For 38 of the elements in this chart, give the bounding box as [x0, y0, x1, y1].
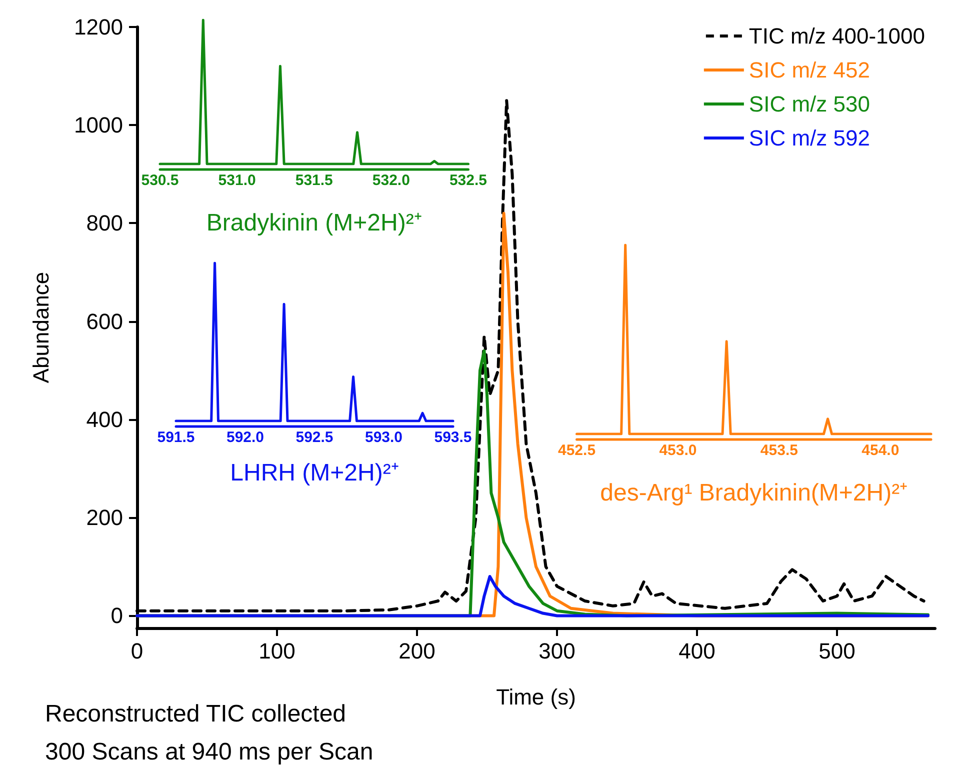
- x-axis-title: LHRH (M+2H)²⁺: [230, 460, 399, 486]
- x-axis-title: des-Arg¹ Bradykinin(M+2H)²⁺: [600, 480, 908, 506]
- legend-label: SIC m/z 592: [748, 126, 870, 150]
- x-tick-label: 593.0: [364, 429, 403, 446]
- text: 300 Scans at 940 ms per Scan: [45, 738, 374, 766]
- x-tick-label: 100: [258, 638, 296, 664]
- legend-label: TIC m/z 400-1000: [748, 24, 926, 48]
- x-tick-label: 531.5: [295, 172, 333, 189]
- x-tick-label: 453.0: [659, 442, 697, 459]
- y-axis-title: Abundance: [28, 272, 54, 384]
- x-tick-label: 593.5: [434, 429, 472, 446]
- x-tick-label: 400: [678, 638, 716, 664]
- x-tick-label: 500: [818, 638, 856, 664]
- x-tick-label: 300: [538, 638, 576, 664]
- line-series: [136, 574, 930, 618]
- x-tick-label: 0: [130, 638, 144, 664]
- x-tick-label: 532.0: [372, 172, 410, 189]
- x-tick-label: 591.5: [157, 429, 195, 446]
- y-tick-label: 800: [86, 210, 123, 236]
- x-axis-title: Time (s): [496, 684, 576, 710]
- x-tick-label: 532.5: [449, 172, 488, 189]
- x-tick-label: 453.5: [760, 442, 798, 459]
- y-tick-label: 0: [110, 603, 123, 628]
- x-tick-label: 452.5: [558, 442, 596, 459]
- x-axis-title: Bradykinin (M+2H)²⁺: [206, 210, 422, 236]
- x-tick-label: 200: [398, 638, 436, 664]
- x-tick-label: 531.0: [218, 172, 256, 189]
- legend-label: SIC m/z 452: [748, 58, 870, 82]
- text: Reconstructed TIC collected: [45, 700, 346, 728]
- x-tick-label: 592.0: [226, 429, 264, 446]
- x-tick-label: 592.5: [296, 429, 334, 446]
- y-tick-label: 200: [86, 505, 123, 530]
- y-tick-label: 600: [86, 308, 123, 334]
- x-tick-label: 530.5: [141, 172, 179, 189]
- x-tick-label: 454.0: [862, 442, 900, 459]
- y-tick-label: 1000: [74, 112, 123, 138]
- legend-label: SIC m/z 530: [748, 92, 870, 116]
- y-tick-label: 1200: [74, 14, 123, 40]
